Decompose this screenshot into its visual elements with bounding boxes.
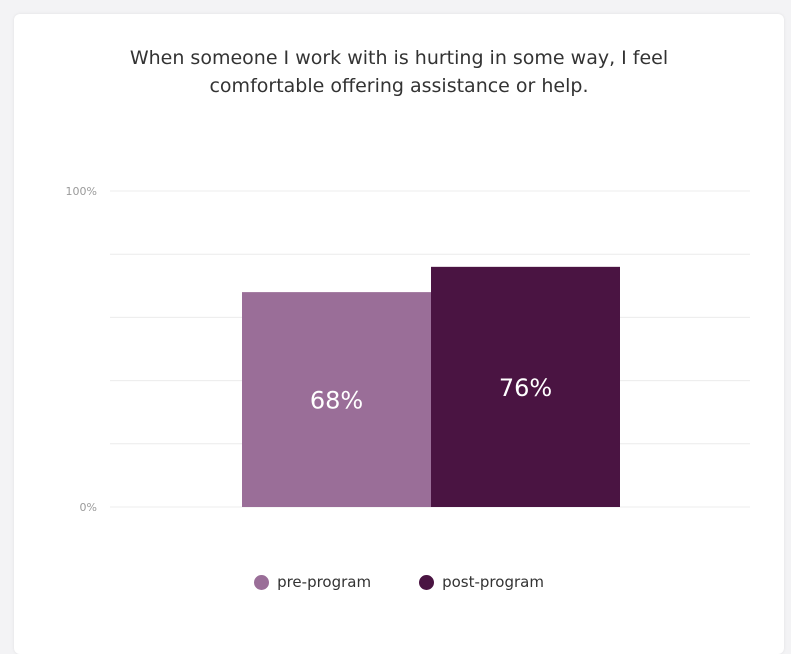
bar-post-program[interactable] xyxy=(431,266,620,507)
legend: pre-program post-program xyxy=(14,573,784,591)
legend-swatch-post-program xyxy=(419,574,435,590)
chart-title: When someone I work with is hurting in s… xyxy=(14,44,784,100)
bar-value-label-pre-program: 68% xyxy=(310,387,363,415)
chart-title-line-1: When someone I work with is hurting in s… xyxy=(129,47,669,69)
legend-label-post-program: post-program xyxy=(442,573,544,591)
bar-value-label-post-program: 76% xyxy=(499,374,552,402)
legend-item-pre-program[interactable]: pre-program xyxy=(254,573,371,591)
y-tick-label-0: 0% xyxy=(80,501,97,514)
bar-chart-plot: 0% 100% 68% 76% xyxy=(66,185,750,514)
y-tick-label-100: 100% xyxy=(66,185,97,198)
chart-title-line-2: comfortable offering assistance or help. xyxy=(209,75,589,97)
chart-card: When someone I work with is hurting in s… xyxy=(14,14,784,654)
bars: 68% 76% xyxy=(242,266,620,507)
legend-item-post-program[interactable]: post-program xyxy=(419,573,544,591)
legend-swatch-pre-program xyxy=(254,574,270,590)
bar-pre-program[interactable] xyxy=(242,292,431,507)
legend-label-pre-program: pre-program xyxy=(277,573,372,591)
